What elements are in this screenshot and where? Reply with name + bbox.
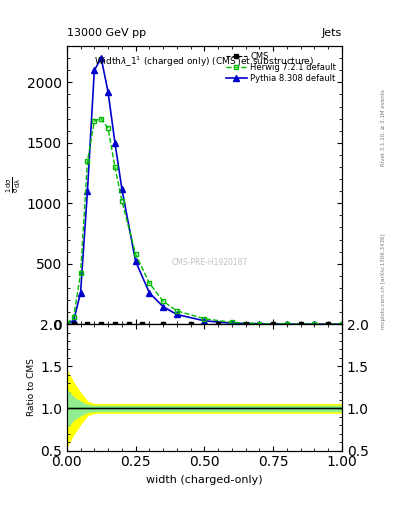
Pythia 8.308 default [230,320,234,326]
Herwig 7.2.1 default [78,270,83,276]
Herwig 7.2.1 default [147,280,152,286]
CMS [326,321,331,327]
Line: Pythia 8.308 default: Pythia 8.308 default [64,55,345,327]
CMS [188,321,193,327]
Pythia 8.308 default [312,321,317,327]
Herwig 7.2.1 default [85,158,90,164]
CMS [271,321,275,327]
Pythia 8.308 default [85,188,90,194]
Herwig 7.2.1 default [72,314,76,320]
Herwig 7.2.1 default [202,315,207,322]
Herwig 7.2.1 default [285,321,289,327]
Herwig 7.2.1 default [99,116,104,122]
Pythia 8.308 default [113,140,118,146]
Herwig 7.2.1 default [133,251,138,257]
Text: Width$\lambda\_1^1$ (charged only) (CMS jet substructure): Width$\lambda\_1^1$ (charged only) (CMS … [94,54,314,69]
Pythia 8.308 default [119,186,124,192]
Pythia 8.308 default [78,290,83,296]
Text: Jets: Jets [321,28,342,38]
Pythia 8.308 default [161,304,165,310]
Text: 13000 GeV pp: 13000 GeV pp [67,28,146,38]
CMS [113,321,118,327]
CMS [99,321,104,327]
Herwig 7.2.1 default [92,118,97,124]
Pythia 8.308 default [72,317,76,324]
Line: Herwig 7.2.1 default: Herwig 7.2.1 default [64,116,344,327]
Herwig 7.2.1 default [312,321,317,327]
Text: CMS-PRE-H1920187: CMS-PRE-H1920187 [172,259,248,267]
Pythia 8.308 default [285,321,289,327]
CMS [243,321,248,327]
Legend: CMS, Herwig 7.2.1 default, Pythia 8.308 default: CMS, Herwig 7.2.1 default, Pythia 8.308 … [224,50,338,85]
Herwig 7.2.1 default [161,298,165,304]
CMS [298,321,303,327]
Pythia 8.308 default [202,318,207,324]
Line: CMS: CMS [71,322,331,327]
Y-axis label: Ratio to CMS: Ratio to CMS [27,358,36,416]
CMS [85,321,90,327]
Pythia 8.308 default [257,321,262,327]
CMS [140,321,145,327]
Pythia 8.308 default [99,55,104,61]
Herwig 7.2.1 default [119,198,124,204]
Pythia 8.308 default [64,321,69,327]
Pythia 8.308 default [92,67,97,73]
Pythia 8.308 default [133,258,138,264]
Herwig 7.2.1 default [174,308,179,314]
Herwig 7.2.1 default [340,321,344,327]
CMS [161,321,165,327]
Text: mcplots.cern.ch [arXiv:1306.3436]: mcplots.cern.ch [arXiv:1306.3436] [381,234,386,329]
Pythia 8.308 default [340,321,344,327]
Pythia 8.308 default [174,311,179,317]
Herwig 7.2.1 default [113,164,118,170]
CMS [216,321,220,327]
Pythia 8.308 default [147,290,152,296]
Y-axis label: $\mathregular{\frac{1}{\sigma}\frac{d\sigma}{d\lambda}}$: $\mathregular{\frac{1}{\sigma}\frac{d\si… [4,177,23,193]
Herwig 7.2.1 default [106,125,110,132]
CMS [72,321,76,327]
Text: Rivet 3.1.10, ≥ 3.1M events: Rivet 3.1.10, ≥ 3.1M events [381,90,386,166]
CMS [127,321,131,327]
X-axis label: width (charged-only): width (charged-only) [146,475,263,485]
Herwig 7.2.1 default [64,321,69,327]
Herwig 7.2.1 default [257,321,262,327]
Pythia 8.308 default [106,89,110,95]
Herwig 7.2.1 default [230,319,234,326]
